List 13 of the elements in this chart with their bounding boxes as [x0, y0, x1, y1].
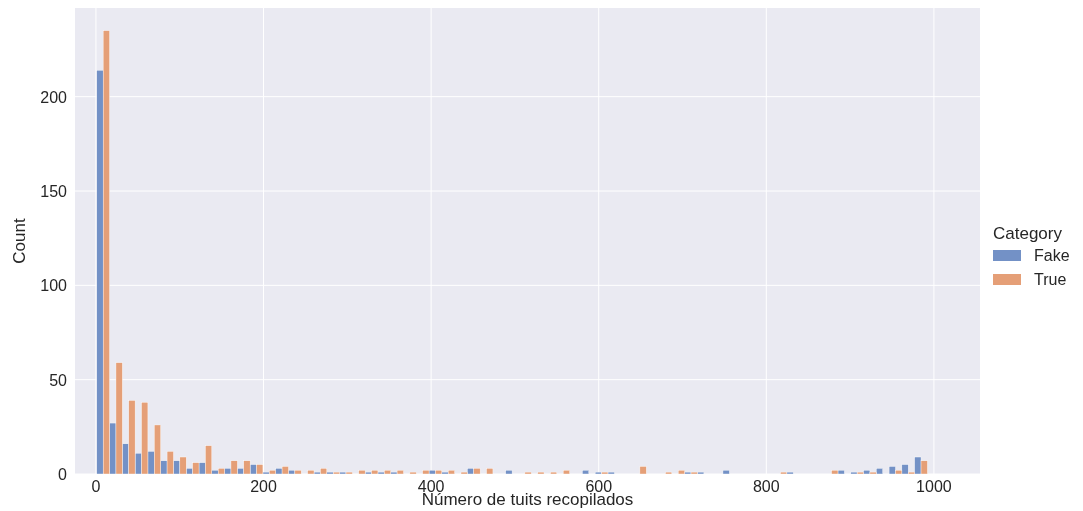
legend-label: True: [1034, 271, 1067, 288]
y-tick-label: 50: [49, 371, 68, 389]
x-tick-label: 1000: [916, 478, 952, 495]
y-axis-title: Count: [10, 218, 29, 264]
y-tick-label: 200: [40, 88, 68, 106]
x-tick-label: 200: [250, 478, 277, 495]
legend-label: Fake: [1034, 247, 1070, 264]
y-tick-label: 150: [40, 183, 68, 200]
y-tick-label: 100: [40, 277, 68, 295]
y-tick-label: 0: [58, 466, 68, 483]
x-tick-label: 800: [752, 478, 780, 495]
x-tick-label: 0: [91, 478, 101, 495]
legend-title: Category: [993, 224, 1063, 243]
